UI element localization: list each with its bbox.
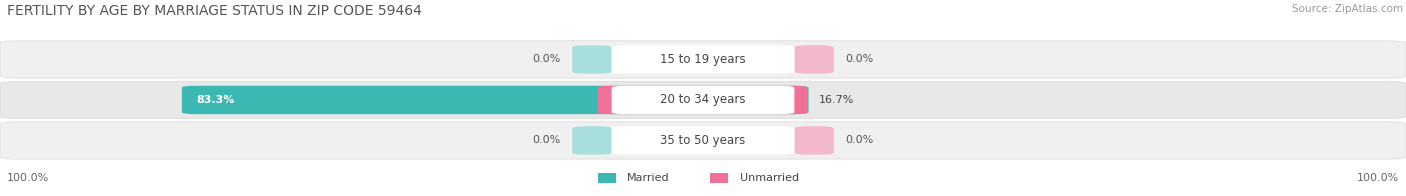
Text: 20 to 34 years: 20 to 34 years: [661, 93, 745, 106]
FancyBboxPatch shape: [572, 45, 612, 74]
FancyBboxPatch shape: [181, 86, 808, 114]
Text: 100.0%: 100.0%: [7, 173, 49, 183]
FancyBboxPatch shape: [612, 126, 794, 155]
FancyBboxPatch shape: [0, 81, 1406, 119]
FancyBboxPatch shape: [572, 126, 612, 155]
FancyBboxPatch shape: [794, 45, 834, 74]
Text: 0.0%: 0.0%: [845, 54, 873, 64]
FancyBboxPatch shape: [0, 41, 1406, 78]
FancyBboxPatch shape: [710, 173, 728, 183]
Text: Source: ZipAtlas.com: Source: ZipAtlas.com: [1292, 4, 1403, 14]
Text: 35 to 50 years: 35 to 50 years: [661, 134, 745, 147]
FancyBboxPatch shape: [612, 86, 794, 114]
Text: 100.0%: 100.0%: [1357, 173, 1399, 183]
Text: 0.0%: 0.0%: [845, 135, 873, 145]
FancyBboxPatch shape: [598, 173, 616, 183]
FancyBboxPatch shape: [0, 122, 1406, 159]
FancyBboxPatch shape: [598, 86, 807, 114]
Text: 16.7%: 16.7%: [818, 95, 853, 105]
FancyBboxPatch shape: [612, 45, 794, 74]
Text: Unmarried: Unmarried: [740, 173, 799, 183]
Text: 83.3%: 83.3%: [195, 95, 235, 105]
Text: FERTILITY BY AGE BY MARRIAGE STATUS IN ZIP CODE 59464: FERTILITY BY AGE BY MARRIAGE STATUS IN Z…: [7, 4, 422, 18]
Text: 0.0%: 0.0%: [533, 54, 561, 64]
Text: Married: Married: [627, 173, 669, 183]
Text: 15 to 19 years: 15 to 19 years: [661, 53, 745, 66]
FancyBboxPatch shape: [794, 126, 834, 155]
Text: 0.0%: 0.0%: [533, 135, 561, 145]
